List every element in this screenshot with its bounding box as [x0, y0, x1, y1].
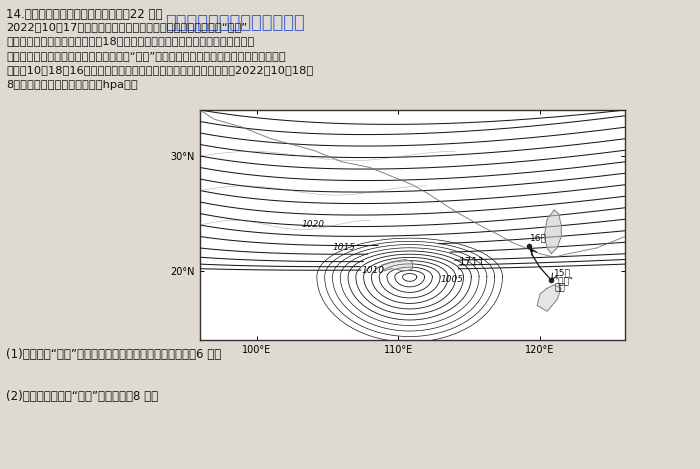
Text: 1711: 1711 — [458, 257, 485, 267]
Text: 1020: 1020 — [302, 220, 325, 229]
Text: 微信公众号局关注起来超尌安: 微信公众号局关注起来超尌安 — [165, 14, 304, 32]
Polygon shape — [382, 259, 412, 271]
Text: 1015: 1015 — [333, 243, 356, 252]
Polygon shape — [545, 210, 561, 254]
Text: 15日: 15日 — [554, 269, 571, 278]
Text: 干旱，10月18日16时湖南、江西等多地还发布火灾红色预警。下图为2022年10月18日: 干旱，10月18日16时湖南、江西等多地还发布火灾红色预警。下图为2022年10… — [6, 66, 314, 76]
Text: 1010: 1010 — [361, 266, 384, 275]
Text: 并消亡。与以往单一台风不同的是，此次“纳沙”携手冷锋，没能缓解长江流域自夏季以来的: 并消亡。与以往单一台风不同的是，此次“纳沙”携手冷锋，没能缓解长江流域自夏季以来… — [6, 51, 286, 61]
Text: 2022年10月17日，冷空气直接影响到我国江南地区，同时台风“纳沙”: 2022年10月17日，冷空气直接影响到我国江南地区，同时台风“纳沙” — [6, 22, 247, 32]
Text: 16日: 16日 — [530, 233, 547, 242]
Text: (1)解释台风“纳沙”北部的外围大风区风力最强的原因。（6 分）: (1)解释台风“纳沙”北部的外围大风区风力最强的原因。（6 分） — [6, 348, 221, 361]
Text: 14.阅读图文材料，完成下列要求。（22 分）: 14.阅读图文材料，完成下列要求。（22 分） — [6, 8, 162, 21]
Text: 路径: 路径 — [554, 284, 565, 293]
Text: 正在南海以四路动势不断增强，18日凌晨最强可达台风级别，但四日内迅速减弱: 正在南海以四路动势不断增强，18日凌晨最强可达台风级别，但四日内迅速减弱 — [6, 37, 254, 46]
Text: 1005: 1005 — [441, 275, 463, 285]
Text: 8时海平面气压示意图（单位：hpa）。: 8时海平面气压示意图（单位：hpa）。 — [6, 80, 138, 90]
Text: (2)简述冷锋对台风“纳沙”的影响。（8 分）: (2)简述冷锋对台风“纳沙”的影响。（8 分） — [6, 390, 158, 403]
Text: "纳沙": "纳沙" — [554, 277, 573, 286]
Polygon shape — [537, 285, 561, 311]
